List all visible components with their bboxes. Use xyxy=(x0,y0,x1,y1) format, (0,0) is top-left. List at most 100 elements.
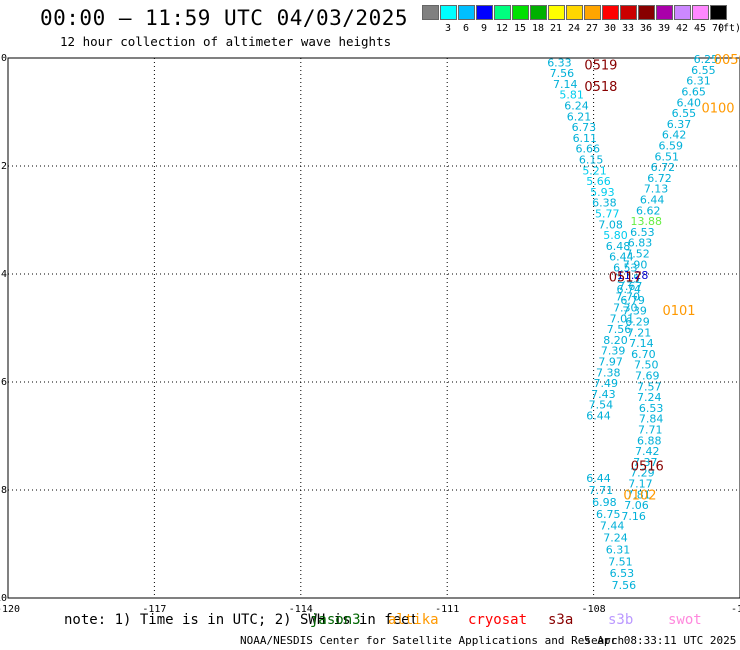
scale-tick-label: 24 xyxy=(567,23,581,34)
swh-value-track-b: 7.43 xyxy=(591,388,616,401)
swh-value-track-b: 11.28 xyxy=(617,269,649,282)
scale-swatch xyxy=(530,5,547,20)
swh-value-track-c: 7.44 xyxy=(600,520,625,533)
lon-tick-label: -120 xyxy=(0,604,20,615)
satellite-legend-s3a: s3a xyxy=(548,612,574,628)
satellite-legend-s3b: s3b xyxy=(608,612,634,628)
swh-value-track-b: 6.31 xyxy=(686,75,711,88)
swh-value-track-a: 5.81 xyxy=(559,89,584,102)
swh-value-track-a: 7.14 xyxy=(553,78,578,91)
swh-value-track-c: 6.98 xyxy=(592,496,617,509)
swh-value-track-a: 6.70 xyxy=(631,348,656,361)
scale-tick-label: 42 xyxy=(675,23,689,34)
swh-value-track-a: 7.06 xyxy=(624,499,649,512)
swh-value-track-b: 6.59 xyxy=(658,139,683,152)
swh-value-track-a: 7.84 xyxy=(639,413,664,426)
swh-value-track-b: 6.53 xyxy=(630,226,655,239)
note-text: note: 1) Time is in UTC; 2) SWH is in fe… xyxy=(64,612,419,628)
lat-tick-label: -4 xyxy=(0,269,7,280)
lon-tick-label: -117 xyxy=(142,604,166,615)
scale-tick-label: 36 xyxy=(639,23,653,34)
scale-swatch xyxy=(602,5,619,20)
scale-tick-label: 15 xyxy=(513,23,527,34)
swh-value-track-a: 6.66 xyxy=(575,143,600,156)
lon-tick-label: -10 xyxy=(731,604,740,615)
scale-tick-label: 9 xyxy=(480,23,488,34)
swh-value-track-a: 6.21 xyxy=(567,110,592,123)
scale-tick-label: 6 xyxy=(462,23,470,34)
scale-tick-label: 12 xyxy=(495,23,509,34)
lat-tick-label: -2 xyxy=(0,161,7,172)
pass-time-label: 0518 xyxy=(584,80,617,95)
scale-unit-label: (ft) xyxy=(717,23,740,34)
scale-tick-label: 45 xyxy=(693,23,707,34)
satellite-legend-jason3: jason3 xyxy=(310,612,361,628)
scale-swatch xyxy=(494,5,511,20)
swh-value-track-a: 6.74 xyxy=(616,283,641,296)
swh-value-track-c: 7.71 xyxy=(589,484,614,497)
swh-value-track-a: 6.88 xyxy=(637,434,662,447)
swh-value-track-a: 6.53 xyxy=(613,262,638,275)
page-title: 00:00 – 11:59 UTC 04/03/2025 xyxy=(40,6,409,30)
swh-value-track-a: 5.21 xyxy=(582,164,607,177)
swh-value-track-a: 7.39 xyxy=(622,305,647,318)
swh-value-track-a: 7.71 xyxy=(638,424,663,437)
swh-value-track-a: 5.80 xyxy=(603,229,628,242)
swh-value-track-b: 6.83 xyxy=(628,237,653,250)
scale-swatch xyxy=(584,5,601,20)
lat-tick-label: -10 xyxy=(0,593,7,604)
scale-swatch xyxy=(548,5,565,20)
lat-tick-label: -8 xyxy=(0,485,7,496)
swh-value-track-c: 7.24 xyxy=(603,532,628,545)
swh-value-track-c: 6.53 xyxy=(610,567,635,580)
scale-swatch xyxy=(566,5,583,20)
swh-value-track-a: 7.16 xyxy=(621,510,646,523)
swh-value-track-a: 5.77 xyxy=(595,208,620,221)
scale-swatch xyxy=(656,5,673,20)
swh-value-track-a: 6.79 xyxy=(620,294,645,307)
scale-tick-label: 30 xyxy=(603,23,617,34)
swh-value-track-b: 7.56 xyxy=(607,323,632,336)
swh-value-track-b: 7.67 xyxy=(618,280,643,293)
swh-value-track-a: 6.48 xyxy=(606,240,631,253)
swh-value-track-a: 7.50 xyxy=(634,359,659,372)
swh-value-track-b: 6.44 xyxy=(640,193,665,206)
scale-swatch xyxy=(458,5,475,20)
swh-value-track-b: 6.44 xyxy=(586,409,611,422)
scale-swatch xyxy=(512,5,529,20)
swh-value-track-a: 7.42 xyxy=(635,445,660,458)
swh-value-track-b: 7.01 xyxy=(610,312,635,325)
swh-value-track-a: 7.14 xyxy=(629,337,654,350)
scale-swatch xyxy=(440,5,457,20)
swh-value-track-b: 7.39 xyxy=(601,345,626,358)
scale-tick-label: 39 xyxy=(657,23,671,34)
scale-swatch xyxy=(620,5,637,20)
swh-value-track-b: 6.40 xyxy=(677,96,702,109)
pass-time-label: 0519 xyxy=(584,58,617,73)
swh-value-track-a: 7.29 xyxy=(630,467,655,480)
footer-timestamp: 5 Apr 08:33:11 UTC 2025 xyxy=(584,634,737,647)
swh-value-track-b: 6.62 xyxy=(636,204,661,217)
page-subtitle: 12 hour collection of altimeter wave hei… xyxy=(60,34,392,49)
swh-value-track-a: 7.37 xyxy=(633,456,658,469)
swh-value-track-b: 6.25 xyxy=(694,53,719,66)
swh-value-track-a: 6.73 xyxy=(572,121,597,134)
swh-value-track-b: 7.97 xyxy=(598,355,623,368)
scale-swatch xyxy=(710,5,727,20)
scale-tick-label: 70 xyxy=(711,23,725,34)
swh-value-track-a: 6.38 xyxy=(592,197,617,210)
swh-value-track-a: 5.66 xyxy=(586,175,611,188)
swh-value-track-a: 6.29 xyxy=(625,316,650,329)
swh-value-track-a: 6.53 xyxy=(639,402,664,415)
swh-value-track-a: 6.11 xyxy=(573,132,598,145)
pass-time-label: 0516 xyxy=(631,460,664,475)
lat-tick-label: -6 xyxy=(0,377,7,388)
swh-value-track-b: 7.54 xyxy=(589,399,614,412)
swh-value-track-b: 7.90 xyxy=(623,258,648,271)
swh-value-track-b: 6.65 xyxy=(681,85,706,98)
scale-swatch xyxy=(422,5,439,20)
lat-tick-label: 0 xyxy=(1,53,7,64)
scale-swatch xyxy=(692,5,709,20)
swh-value-track-b: 6.37 xyxy=(667,118,692,131)
swh-value-track-a: 7.69 xyxy=(635,370,660,383)
